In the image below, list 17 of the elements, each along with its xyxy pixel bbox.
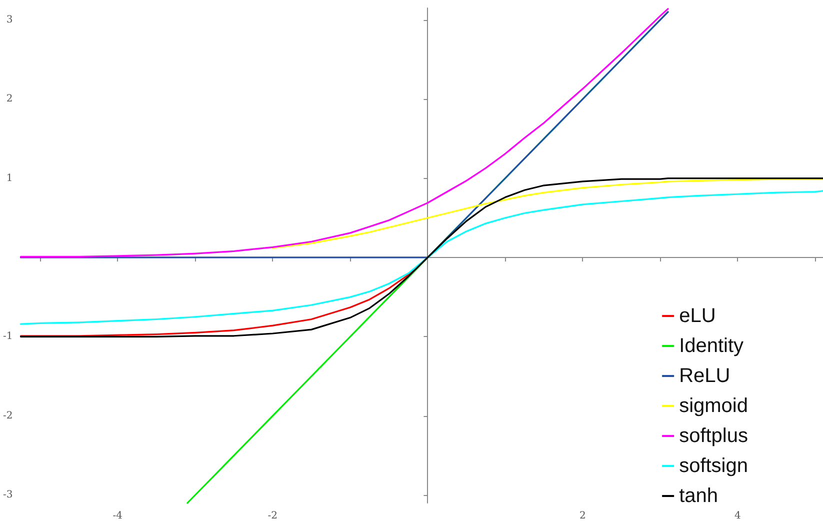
legend-label: eLU bbox=[679, 305, 716, 327]
x-tick-label: -4 bbox=[112, 510, 123, 521]
legend-label: softsign bbox=[679, 455, 748, 477]
legend-label: sigmoid bbox=[679, 395, 748, 417]
x-tick-label: 4 bbox=[734, 510, 741, 521]
legend-label: tanh bbox=[679, 485, 718, 507]
legend-label: softplus bbox=[679, 425, 748, 447]
x-tick-label: 2 bbox=[580, 510, 586, 521]
legend-label: Identity bbox=[679, 335, 744, 357]
y-tick-label: -2 bbox=[2, 410, 13, 422]
y-tick-label: 2 bbox=[6, 94, 13, 105]
y-tick-label: -3 bbox=[2, 490, 13, 501]
x-tick-label: -2 bbox=[268, 510, 278, 521]
y-tick-label: 3 bbox=[6, 14, 13, 26]
legend-label: ReLU bbox=[679, 365, 730, 387]
y-tick-label: -1 bbox=[2, 331, 13, 342]
y-tick-label: 1 bbox=[6, 172, 13, 184]
